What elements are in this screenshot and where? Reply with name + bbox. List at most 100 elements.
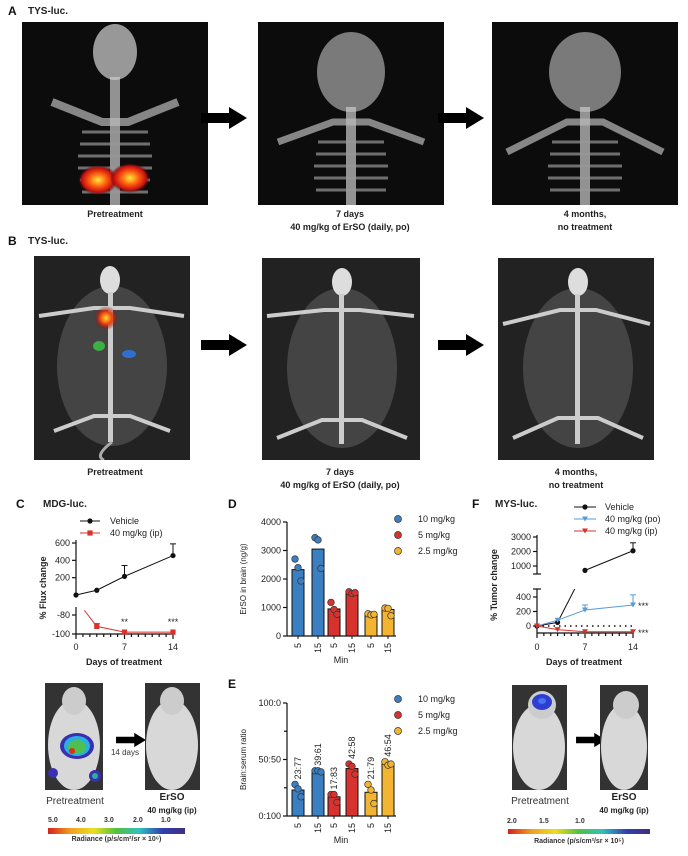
data-point bbox=[121, 629, 128, 635]
data-point bbox=[291, 555, 299, 563]
caption-line: 4 months, bbox=[563, 209, 607, 219]
panel-e-label: E bbox=[228, 677, 237, 691]
tick-label: 5 bbox=[293, 643, 303, 648]
tick-label: 0 bbox=[276, 631, 281, 641]
colorbar-tick: 2.0 bbox=[507, 818, 517, 825]
caption-f-erso: ErSO bbox=[611, 792, 637, 803]
caption-c-dose: 40 mg/kg (ip) bbox=[147, 806, 197, 815]
data-point bbox=[294, 563, 302, 572]
tick-label: 1000 bbox=[511, 561, 531, 571]
bli-image-c-pretreatment bbox=[45, 683, 103, 790]
tick-label: 3000 bbox=[261, 546, 281, 556]
tick-label: 0 bbox=[526, 621, 531, 631]
tick-label: 400 bbox=[55, 555, 70, 565]
colorbar-tick: 4.0 bbox=[76, 817, 86, 824]
ct-bli-image-7-days bbox=[262, 258, 420, 460]
significance-label: *** bbox=[168, 617, 179, 627]
data-point bbox=[582, 629, 588, 635]
data-point bbox=[294, 785, 302, 793]
tick-label: 200 bbox=[55, 573, 70, 583]
tick-label: 1000 bbox=[261, 603, 281, 613]
bar bbox=[311, 771, 325, 817]
y-axis-label: % Flux change bbox=[38, 556, 48, 619]
mouse-image bbox=[601, 691, 647, 790]
tick-label: 15 bbox=[347, 823, 357, 833]
data-point bbox=[94, 587, 100, 593]
legend-marker bbox=[582, 528, 588, 534]
mouse-image bbox=[146, 687, 198, 790]
arrow-icon bbox=[201, 107, 247, 129]
bli-image-f-pretreatment bbox=[512, 685, 567, 790]
legend-marker bbox=[87, 518, 93, 524]
significance-label: *** bbox=[638, 601, 649, 611]
panel-c-label: C bbox=[16, 497, 25, 511]
tick-label: 5 bbox=[329, 643, 339, 648]
data-point bbox=[630, 602, 636, 608]
tick-label: 200 bbox=[516, 607, 531, 617]
panel-f-label: F bbox=[472, 497, 480, 511]
tick-label: 3000 bbox=[511, 532, 531, 542]
tick-label: 0 bbox=[534, 642, 539, 652]
skeleton-image bbox=[276, 32, 426, 205]
data-point bbox=[351, 589, 359, 597]
ct-image-4-months bbox=[492, 22, 678, 205]
tick-label: 400 bbox=[516, 592, 531, 602]
legend-marker bbox=[582, 504, 588, 510]
legend-label: 2.5 mg/kg bbox=[418, 726, 458, 736]
y-axis-label: ErSO in brain (ng/g) bbox=[239, 543, 248, 614]
colorbar-c-label: Radiance (p/s/cm²/sr × 10⁶) bbox=[71, 836, 162, 843]
data-point bbox=[370, 610, 378, 618]
tick-label: 0:100 bbox=[258, 811, 281, 821]
data-point bbox=[351, 770, 359, 778]
panel-c-title: MDG-luc. bbox=[43, 499, 87, 510]
tick-label: 14 bbox=[168, 642, 178, 652]
tick-label: 600 bbox=[55, 538, 70, 548]
data-point bbox=[367, 786, 375, 794]
series-line bbox=[536, 604, 634, 627]
data-point bbox=[630, 629, 636, 635]
data-point bbox=[387, 612, 395, 620]
caption-f-pretreatment: Pretreatment bbox=[511, 796, 569, 807]
caption-f-dose: 40 mg/kg (ip) bbox=[599, 806, 649, 815]
x-axis-label: Min bbox=[334, 835, 349, 845]
data-point bbox=[554, 627, 561, 633]
ratio-label: 21:79 bbox=[366, 757, 376, 780]
tick-label: 15 bbox=[347, 643, 357, 653]
legend-marker bbox=[582, 516, 588, 522]
tick-label: -80 bbox=[57, 610, 70, 620]
legend-label: 5 mg/kg bbox=[418, 710, 450, 720]
tick-label: 15 bbox=[383, 643, 393, 653]
data-point bbox=[384, 604, 392, 613]
colorbar-c bbox=[48, 828, 185, 834]
tick-label: 5 bbox=[366, 643, 376, 648]
colorbar-f-label: Radiance (p/s/cm²/sr × 10⁵) bbox=[534, 838, 624, 845]
caption-c-erso: ErSO bbox=[159, 792, 185, 803]
arrow-icon bbox=[438, 107, 484, 129]
colorbar-tick: 2.0 bbox=[133, 817, 143, 824]
colorbar-f bbox=[508, 829, 650, 834]
ratio-label: 42:58 bbox=[347, 736, 357, 759]
data-point bbox=[370, 799, 378, 808]
bar bbox=[345, 592, 359, 637]
tick-label: -100 bbox=[52, 629, 70, 639]
legend-label: 2.5 mg/kg bbox=[418, 546, 458, 556]
data-point bbox=[327, 598, 335, 607]
panel-a-title: TYS-luc. bbox=[28, 6, 69, 17]
legend-marker bbox=[394, 547, 402, 555]
legend-marker bbox=[87, 530, 93, 536]
data-point bbox=[94, 623, 100, 629]
legend-label: Vehicle bbox=[110, 516, 139, 526]
caption-b-7-days: 7 days 40 mg/kg of ErSO (daily, po) bbox=[240, 466, 440, 492]
tick-label: 0 bbox=[73, 642, 78, 652]
panel-f-title: MYS-luc. bbox=[495, 499, 538, 510]
legend-marker bbox=[394, 531, 402, 539]
colorbar-tick: 1.0 bbox=[161, 817, 171, 824]
y-axis-label: Brain:serum ratio bbox=[239, 729, 248, 790]
ratio-label: 39:61 bbox=[313, 743, 323, 766]
colorbar-tick: 3.0 bbox=[104, 817, 114, 824]
data-point bbox=[170, 629, 176, 635]
mouse-image bbox=[513, 691, 565, 790]
arrow-icon bbox=[201, 334, 247, 356]
